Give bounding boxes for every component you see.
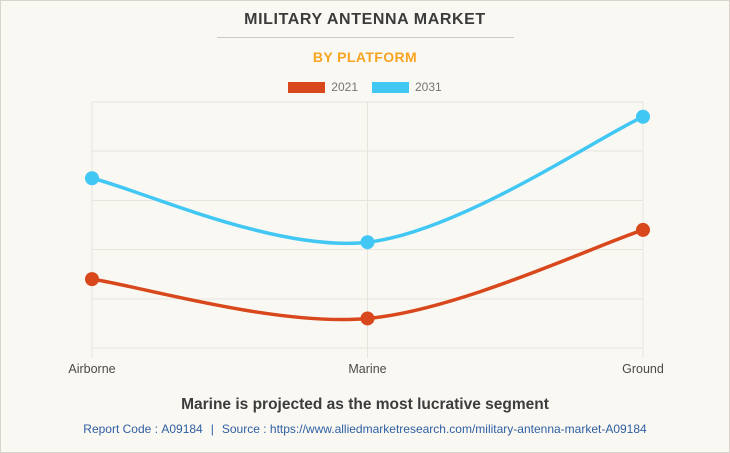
legend-swatch-2031 <box>372 81 409 93</box>
chart-note: Marine is projected as the most lucrativ… <box>181 396 549 413</box>
legend: 2021 2031 <box>1 80 729 94</box>
report-code-label: Report Code : <box>83 422 158 436</box>
x-axis-label-marine: Marine <box>348 362 386 376</box>
data-point-2021-ground[interactable] <box>636 222 650 237</box>
legend-swatch-2021 <box>288 81 326 93</box>
data-point-2031-airborne[interactable] <box>85 171 99 186</box>
report-code: A09184 <box>161 422 203 436</box>
data-point-2031-marine[interactable] <box>360 235 375 250</box>
page-title: MILITARY ANTENNA MARKET <box>244 11 486 28</box>
title-divider <box>217 37 514 38</box>
legend-label-2021: 2021 <box>331 80 358 94</box>
line-chart-svg: Airborne Marine Ground <box>68 101 664 376</box>
legend-item-2021[interactable]: 2021 <box>288 80 358 94</box>
data-point-2021-airborne[interactable] <box>85 272 99 287</box>
chart-subtitle: BY PLATFORM <box>312 49 418 65</box>
data-point-2021-marine[interactable] <box>360 311 375 326</box>
source-link[interactable]: https://www.alliedmarketresearch.com/mil… <box>269 422 647 436</box>
data-point-2031-ground[interactable] <box>636 109 650 124</box>
line-chart: Airborne Marine Ground <box>1 96 729 381</box>
x-axis-label-airborne: Airborne <box>68 362 115 376</box>
legend-item-2031[interactable]: 2031 <box>372 80 442 94</box>
footer-separator: | <box>210 422 214 436</box>
x-axis-label-ground: Ground <box>622 362 664 376</box>
legend-label-2031: 2031 <box>415 80 442 94</box>
source-label: Source : <box>221 422 267 436</box>
footer: Report Code : A09184 | Source : https://… <box>1 422 729 436</box>
